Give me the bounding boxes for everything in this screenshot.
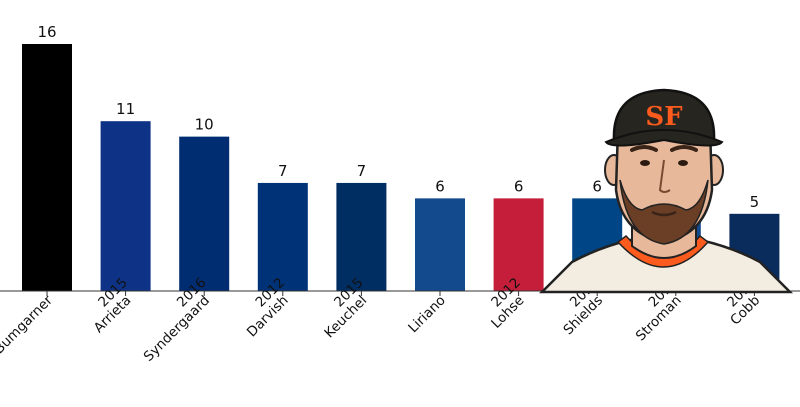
value-labels-group: 16 11 10 7 7 6 6 6 5: [37, 23, 759, 211]
value-label-2: 10: [195, 116, 214, 134]
value-label-4: 7: [357, 162, 367, 180]
bar-2: [179, 136, 230, 291]
x-tick-name-5: Liriano: [405, 293, 449, 337]
value-label-7: 6: [592, 177, 602, 195]
x-tick-name-0: Bumgarner: [0, 292, 56, 357]
bar-1: [100, 121, 151, 291]
value-label-9: 5: [750, 193, 760, 211]
x-tick-label-0: Bumgarner: [0, 292, 56, 357]
value-label-0: 16: [37, 23, 56, 41]
value-label-6: 6: [514, 177, 524, 195]
player-portrait-icon: SF: [538, 88, 794, 294]
bar-0: [22, 44, 72, 291]
bar-5: [415, 198, 465, 291]
value-label-1: 11: [116, 100, 135, 118]
svg-text:SF: SF: [645, 102, 683, 132]
value-label-5: 6: [435, 177, 445, 195]
bar-3: [257, 182, 308, 291]
bar-4: [336, 182, 387, 291]
x-tick-label-5: Liriano: [405, 293, 449, 337]
value-label-3: 7: [278, 162, 288, 180]
bar-6: [493, 198, 544, 291]
